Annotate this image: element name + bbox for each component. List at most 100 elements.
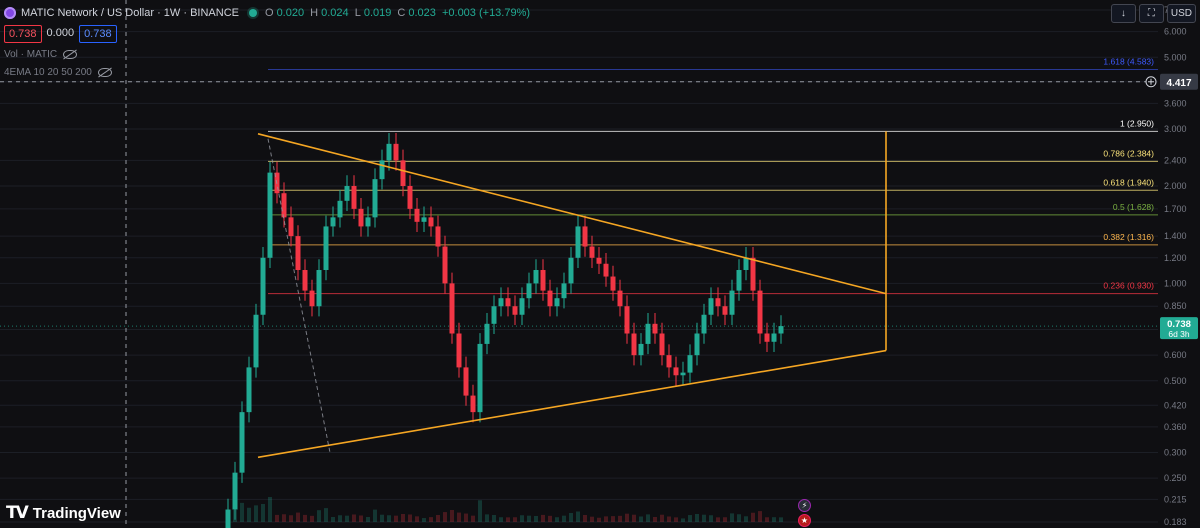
- volume-bar: [261, 504, 265, 522]
- volume-bar: [338, 515, 342, 522]
- candle-body: [344, 186, 350, 201]
- fibonacci-levels[interactable]: 1.618 (4.583) 1 (2.950) 0.786 (2.384) 0.618…: [0, 57, 1158, 327]
- chart-legend: MATIC Network / US Dollar · 1W · BINANCE…: [4, 4, 533, 79]
- price-tick-label: 0.420: [1164, 400, 1187, 410]
- candle-body: [246, 367, 252, 413]
- candle-body: [421, 217, 427, 222]
- volume-bar: [373, 509, 377, 522]
- volume-bar: [331, 517, 335, 522]
- upper-trendline[interactable]: [257, 133, 887, 295]
- fib-level-label: 0.5 (1.628): [1113, 202, 1154, 212]
- candle-body: [757, 290, 763, 334]
- volume-bar: [758, 511, 762, 522]
- volume-bar: [513, 517, 517, 522]
- candle-body: [302, 270, 308, 291]
- candle-body: [617, 290, 623, 307]
- volume-bar: [625, 513, 629, 522]
- candle-body: [365, 217, 371, 227]
- volume-bar: [632, 514, 636, 522]
- event-flag-icon[interactable]: ★: [798, 514, 811, 527]
- candle-body: [778, 326, 784, 334]
- price-tick-label: 0.250: [1164, 473, 1187, 483]
- candle-body: [288, 217, 294, 237]
- candle-body: [295, 236, 301, 271]
- candle-body: [484, 323, 490, 344]
- crosshair-price-box: [1160, 73, 1198, 90]
- volume-bar: [709, 515, 713, 522]
- volume-bar: [695, 514, 699, 522]
- fib-level-label: 0.618 (1.940): [1103, 177, 1154, 187]
- volume-bar: [310, 515, 314, 522]
- price-tick-label: 1.200: [1164, 253, 1187, 263]
- sell-button[interactable]: 0.738: [4, 25, 42, 43]
- arrow-down-icon[interactable]: ↓: [1110, 4, 1136, 23]
- indicator-ema[interactable]: 4EMA 10 20 50 200: [4, 65, 533, 79]
- volume-bar: [471, 515, 475, 522]
- volume-bar: [387, 515, 391, 522]
- volume-bar: [569, 513, 573, 522]
- volume-bar: [646, 514, 650, 522]
- candle-body: [750, 257, 756, 291]
- candle-body: [519, 298, 525, 315]
- fib-level-label: 0.786 (2.384): [1103, 148, 1154, 158]
- square-corners-icon[interactable]: ⛶: [1138, 4, 1164, 23]
- candle-body: [645, 323, 651, 344]
- candle-body: [428, 217, 434, 227]
- volume-bar: [520, 515, 524, 522]
- buy-button[interactable]: 0.738: [79, 25, 117, 43]
- candle-body: [316, 270, 322, 307]
- volume-bar: [275, 514, 279, 522]
- price-tick-label: 0.360: [1164, 422, 1187, 432]
- market-status-icon: [249, 9, 257, 17]
- volume-bar: [681, 518, 685, 522]
- currency-button[interactable]: USD: [1166, 4, 1196, 23]
- matic-logo-icon: [4, 7, 16, 19]
- volume-bar: [772, 517, 776, 522]
- volume-bar: [583, 515, 587, 522]
- symbol-title[interactable]: MATIC Network / US Dollar · 1W · BINANCE: [21, 7, 239, 19]
- candle-body: [260, 257, 266, 315]
- volume-bar: [548, 515, 552, 522]
- triangle-drawing[interactable]: [257, 131, 887, 459]
- candle-body: [337, 200, 343, 218]
- price-tick-label: 0.600: [1164, 350, 1187, 360]
- candle-body: [533, 270, 539, 284]
- volume-bar: [527, 515, 531, 522]
- candle-body: [554, 298, 560, 307]
- indicator-volume[interactable]: Vol · MATIC: [4, 47, 533, 61]
- price-tick-label: 1.400: [1164, 231, 1187, 241]
- candle-body: [253, 314, 259, 368]
- candle-body: [393, 143, 399, 161]
- candle-body: [722, 306, 728, 315]
- lower-trendline[interactable]: [257, 349, 887, 459]
- candle-body: [442, 246, 448, 284]
- candle-body: [638, 343, 644, 356]
- price-tick-label: 3.000: [1164, 124, 1187, 134]
- volume-bar: [268, 497, 272, 522]
- volume-bar: [737, 514, 741, 522]
- candle-body: [477, 343, 483, 413]
- volume-bar: [506, 517, 510, 522]
- eye-hidden-icon[interactable]: [63, 49, 78, 59]
- measure-dashed-line[interactable]: [267, 138, 331, 453]
- volume-bar: [639, 516, 643, 522]
- tradingview-brand[interactable]: TV TradingView: [6, 503, 121, 523]
- price-axis[interactable]: 7.0006.0005.0003.6003.0002.4002.0001.700…: [1158, 0, 1200, 528]
- candle-body: [547, 290, 553, 307]
- price-tick-label: 6.000: [1164, 27, 1187, 37]
- candle-body: [491, 306, 497, 324]
- candle-body: [568, 257, 574, 284]
- volume-bar: [282, 514, 286, 522]
- volume-bar: [380, 514, 384, 522]
- symbol-row[interactable]: MATIC Network / US Dollar · 1W · BINANCE…: [4, 4, 533, 22]
- crosshair: [0, 0, 1158, 528]
- volume-bar: [247, 507, 251, 522]
- eye-hidden-icon[interactable]: [97, 67, 112, 77]
- volume-bar: [429, 517, 433, 522]
- volume-bar: [499, 517, 503, 522]
- event-lightning-icon[interactable]: ⚡: [798, 499, 811, 512]
- volume-bar: [744, 516, 748, 522]
- candle-body: [512, 306, 518, 315]
- volume-bar: [555, 517, 559, 522]
